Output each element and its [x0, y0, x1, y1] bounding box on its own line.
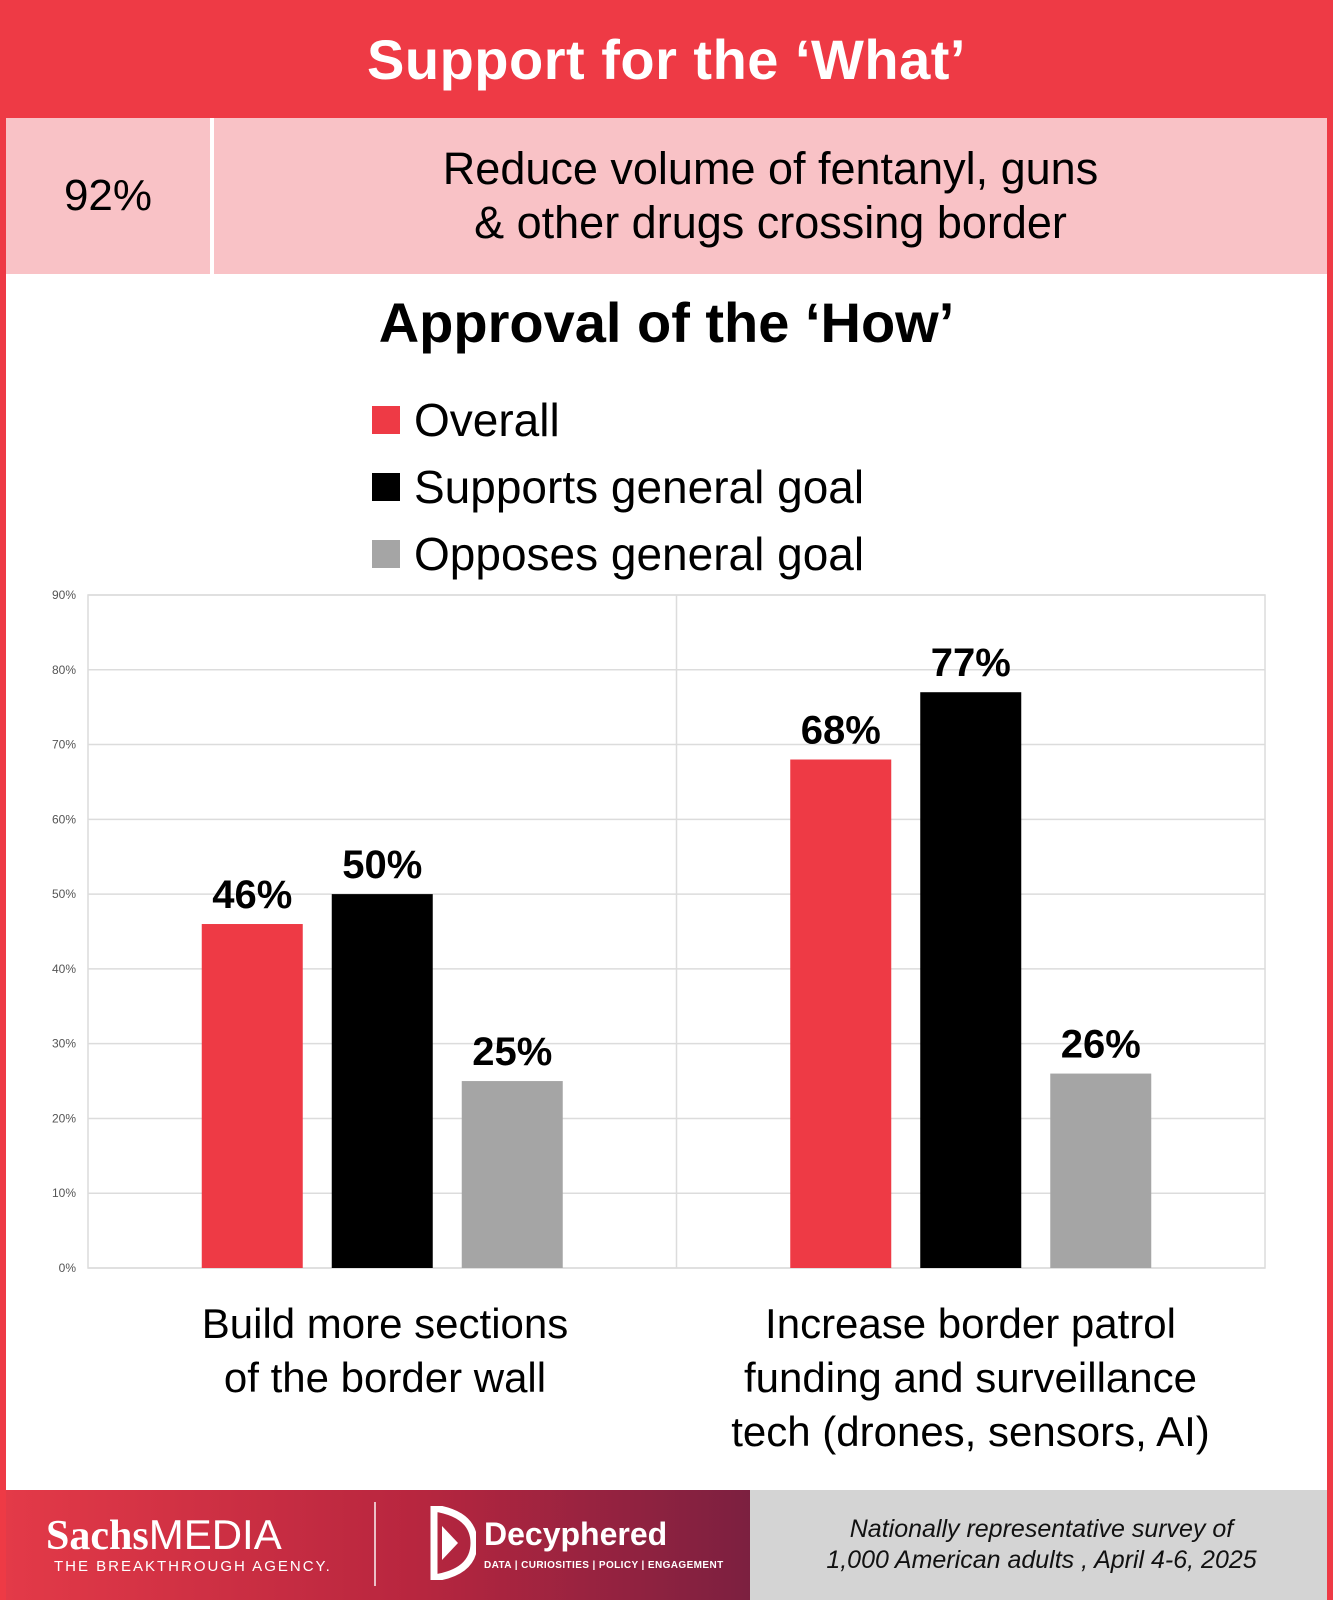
survey-source-note: Nationally representative survey of 1,00… [750, 1490, 1333, 1600]
bar-value-label: 25% [472, 1030, 552, 1074]
bar-chart: 0% 10% 20% 30% 40% 50% 60% 70% 80% 90% 46% 50% 25% 68… [52, 588, 1266, 1275]
category-label-border-patrol: Increase border patrol funding and surve… [731, 1300, 1210, 1455]
legend: Overall Supports general goal Opposes ge… [372, 386, 864, 587]
legend-swatch-opposes [372, 539, 400, 568]
legend-swatch-overall [372, 405, 400, 434]
legend-item-opposes: Opposes general goal [372, 520, 864, 587]
y-tick-label: 0% [59, 1261, 77, 1275]
legend-item-supports: Supports general goal [372, 453, 864, 520]
header-title: Support for the ‘What’ [0, 0, 1333, 118]
legend-swatch-supports [372, 472, 400, 501]
y-tick-label: 70% [52, 738, 76, 752]
logo-divider [374, 1502, 376, 1586]
legend-label-overall: Overall [414, 393, 560, 446]
y-tick-label: 30% [52, 1037, 76, 1051]
y-tick-label: 80% [52, 663, 76, 677]
bar-value-label: 50% [342, 843, 422, 887]
legend-label-supports: Supports general goal [414, 460, 865, 513]
how-title: Approval of the ‘How’ [378, 291, 955, 354]
bar-value-label: 26% [1061, 1023, 1141, 1067]
sachs-media-logo: SachsMEDIA [46, 1511, 282, 1560]
bar-overall [201, 924, 303, 1268]
y-tick-label: 10% [52, 1186, 76, 1200]
bar-supports-general-goal [920, 692, 1022, 1268]
y-tick-label: 40% [52, 962, 76, 976]
bar-supports-general-goal [331, 894, 433, 1268]
bar-opposes-general-goal [461, 1081, 563, 1268]
sachs-tagline: THE BREAKTHROUGH AGENCY. [54, 1558, 332, 1575]
y-tick-label: 20% [52, 1111, 76, 1125]
bar-value-label: 77% [931, 641, 1011, 685]
decyphered-logo-icon [430, 1506, 476, 1580]
what-percent: 92% [6, 118, 214, 274]
category-label-border-wall: Build more sections of the border wall [201, 1300, 569, 1401]
bar-value-label: 68% [801, 709, 881, 753]
y-tick-label: 90% [52, 588, 76, 602]
footer-logos: SachsMEDIA THE BREAKTHROUGH AGENCY. Decy… [0, 1490, 750, 1600]
y-tick-label: 60% [52, 812, 76, 826]
decyphered-tagline: DATA | CURIOSITIES | POLICY | ENGAGEMENT [484, 1560, 724, 1571]
decyphered-name: Decyphered [484, 1516, 668, 1552]
legend-label-opposes: Opposes general goal [414, 527, 865, 580]
what-text: Reduce volume of fentanyl, guns & other … [442, 143, 1099, 248]
what-row: 92% Reduce volume of fentanyl, guns & ot… [6, 118, 1327, 274]
legend-item-overall: Overall [372, 386, 864, 453]
y-tick-label: 50% [52, 887, 76, 901]
bar-opposes-general-goal [1050, 1073, 1152, 1268]
bar-value-label: 46% [212, 873, 292, 917]
bar-overall [790, 759, 892, 1268]
